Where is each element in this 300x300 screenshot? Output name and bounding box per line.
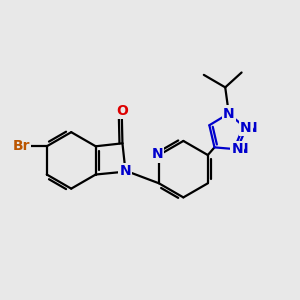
Text: N: N [237,142,248,156]
Text: N: N [223,106,235,121]
Text: N: N [231,142,243,156]
Text: N: N [240,122,252,135]
Text: N: N [120,164,131,178]
Text: N: N [245,122,257,135]
Text: Br: Br [13,139,30,153]
Text: O: O [116,103,128,118]
Text: N: N [152,148,163,161]
